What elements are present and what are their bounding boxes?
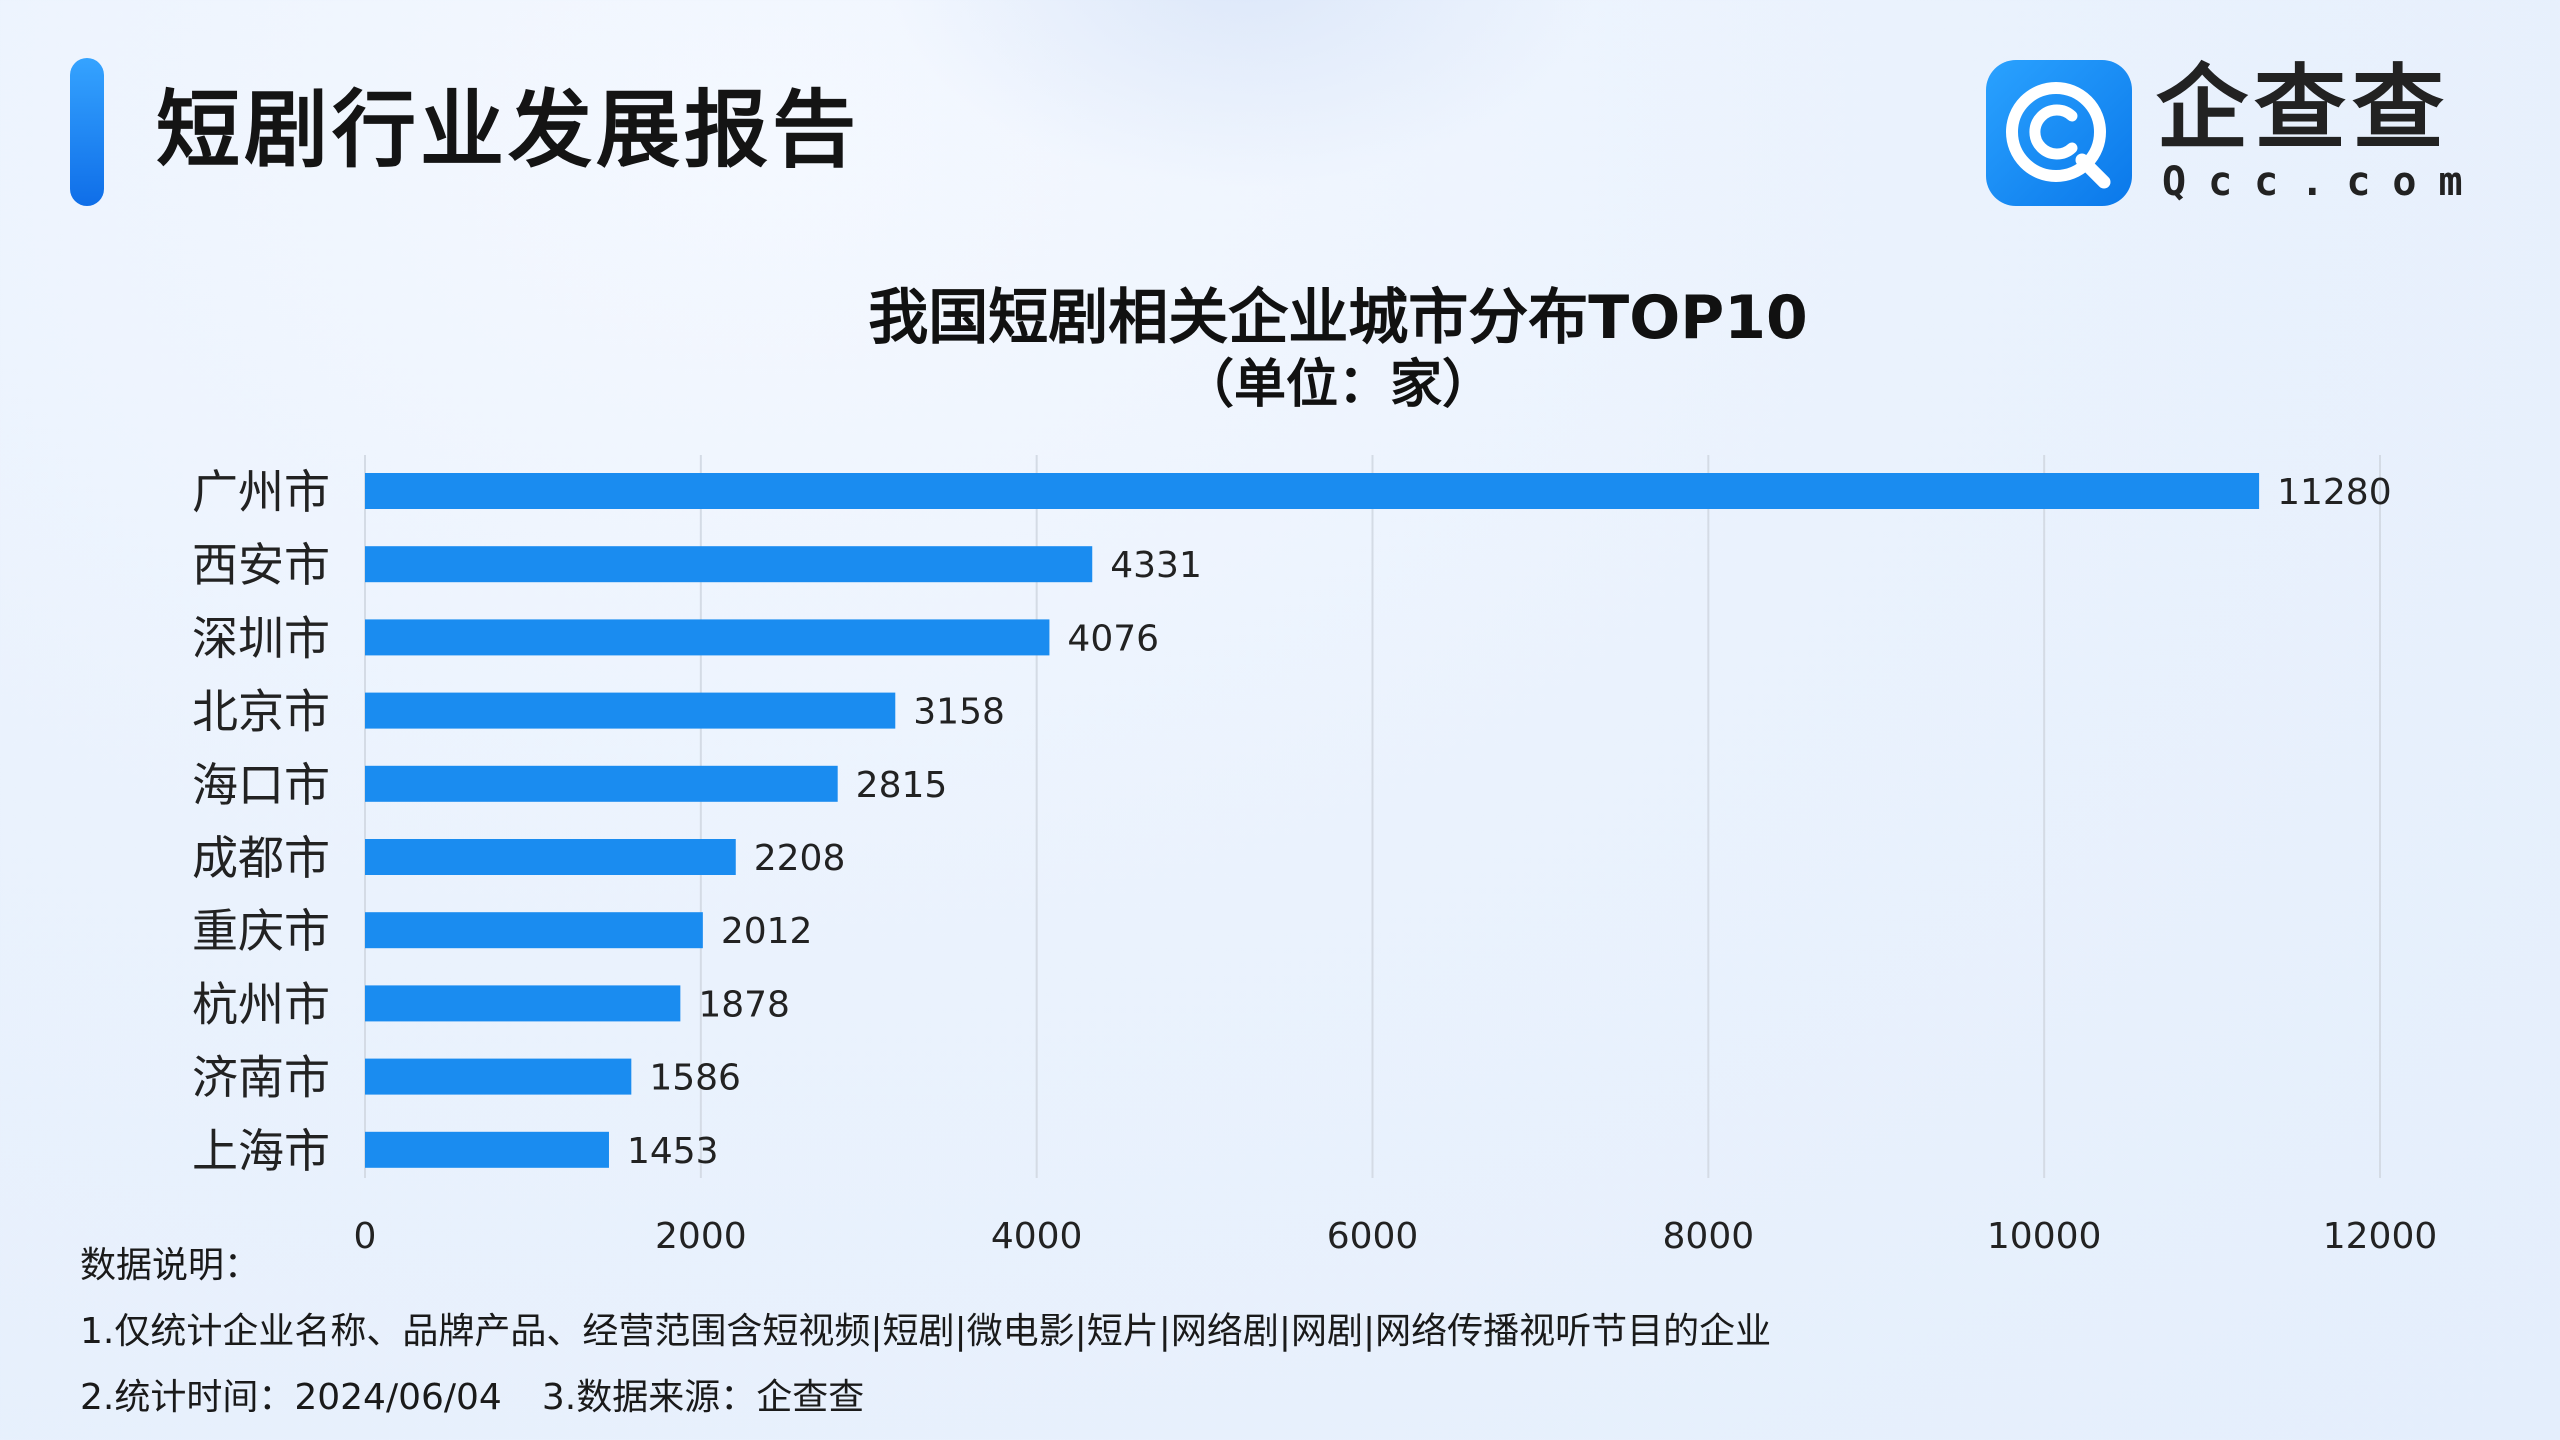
- bar: [365, 473, 2260, 509]
- logo-text-cn: 企查查: [2156, 55, 2451, 162]
- category-label: 西安市: [192, 538, 330, 592]
- category-label: 杭州市: [192, 977, 330, 1031]
- header-accent-bar: [70, 58, 104, 206]
- notes-heading: 数据说明：: [80, 1245, 261, 1286]
- x-tick-label: 2000: [655, 1216, 747, 1257]
- bar: [365, 985, 681, 1022]
- data-label: 1453: [627, 1131, 719, 1172]
- x-tick-label: 12000: [2323, 1216, 2438, 1257]
- data-label: 4076: [1067, 618, 1159, 659]
- chart-subtitle: （单位：家）: [1181, 355, 1494, 415]
- x-tick-label: 4000: [991, 1216, 1083, 1257]
- category-label: 北京市: [192, 685, 330, 739]
- bar: [365, 692, 896, 729]
- notes-date: 2.统计时间：2024/06/04: [80, 1377, 502, 1418]
- bar: [365, 912, 703, 949]
- x-tick-label: 0: [354, 1216, 377, 1257]
- category-label: 重庆市: [192, 904, 330, 958]
- data-label: 2208: [754, 838, 846, 879]
- bar: [365, 1058, 632, 1095]
- x-tick-label: 8000: [1663, 1216, 1755, 1257]
- data-label: 11280: [2277, 472, 2392, 513]
- notes-line-1: 1.仅统计企业名称、品牌产品、经营范围含短视频|短剧|微电影|短片|网络剧|网剧…: [80, 1311, 1772, 1352]
- logo-text-en: Qcc.com: [2162, 159, 2485, 205]
- category-label: 上海市: [192, 1124, 330, 1178]
- category-label: 广州市: [192, 465, 330, 519]
- bar: [365, 546, 1093, 583]
- data-label: 2012: [721, 911, 813, 952]
- data-label: 3158: [913, 692, 1005, 733]
- report-title: 短剧行业发展报告: [156, 81, 861, 179]
- qcc-logo-icon: [1986, 60, 2132, 206]
- data-label: 2815: [856, 765, 948, 806]
- data-label: 1586: [649, 1058, 741, 1099]
- bar: [365, 765, 838, 802]
- bar: [365, 619, 1050, 656]
- brand-logo: 企查查 Qcc.com: [1986, 55, 2463, 206]
- x-tick-label: 6000: [1327, 1216, 1419, 1257]
- chart-title: 我国短剧相关企业城市分布TOP10: [868, 283, 1808, 353]
- category-label: 济南市: [192, 1051, 330, 1105]
- data-label: 1878: [698, 984, 790, 1025]
- notes-line-2: 2.统计时间：2024/06/04 3.数据来源：企查查: [80, 1374, 864, 1422]
- category-label: 海口市: [192, 758, 330, 812]
- x-tick-label: 10000: [1987, 1216, 2102, 1257]
- bar: [365, 1131, 609, 1168]
- bar: [365, 839, 736, 875]
- category-label: 深圳市: [192, 611, 330, 665]
- notes-source: 3.数据来源：企查查: [541, 1377, 865, 1418]
- data-label: 4331: [1110, 545, 1202, 586]
- category-label: 成都市: [192, 831, 330, 885]
